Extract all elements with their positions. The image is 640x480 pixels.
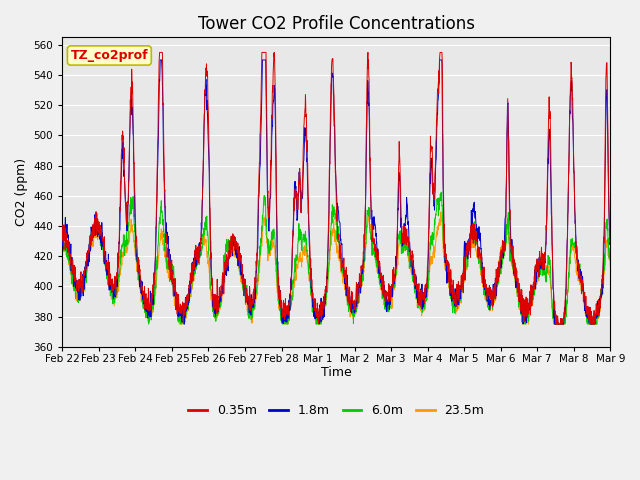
Title: Tower CO2 Profile Concentrations: Tower CO2 Profile Concentrations <box>198 15 475 33</box>
Text: TZ_co2prof: TZ_co2prof <box>70 49 148 62</box>
Legend: 0.35m, 1.8m, 6.0m, 23.5m: 0.35m, 1.8m, 6.0m, 23.5m <box>183 399 490 422</box>
X-axis label: Time: Time <box>321 366 351 379</box>
Y-axis label: CO2 (ppm): CO2 (ppm) <box>15 158 28 226</box>
